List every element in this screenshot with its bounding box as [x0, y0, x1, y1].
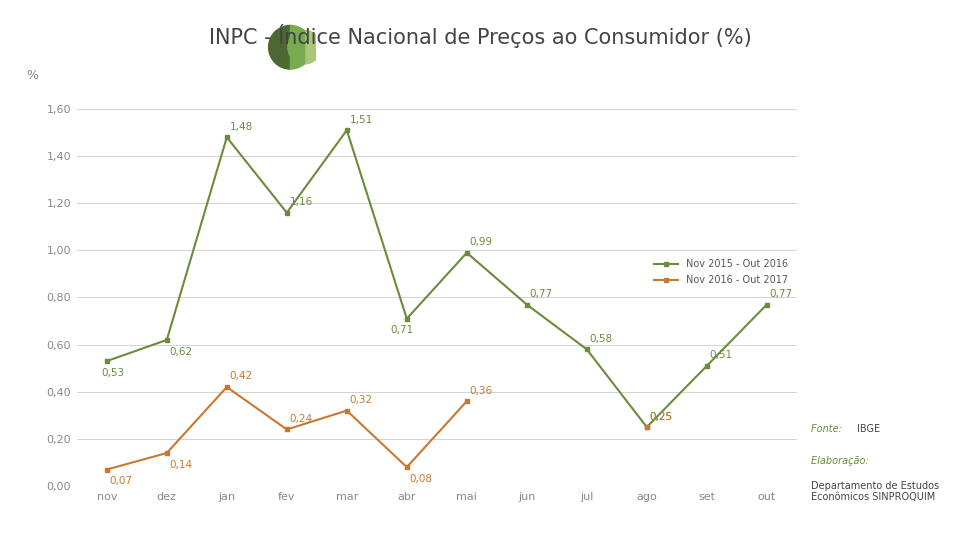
Text: INPC - Índice Nacional de Preços ao Consumidor (%): INPC - Índice Nacional de Preços ao Cons…: [208, 24, 752, 48]
Text: 0,53: 0,53: [101, 368, 125, 378]
Text: %: %: [26, 69, 38, 82]
Text: 0,51: 0,51: [709, 350, 732, 360]
Line: Nov 2015 - Out 2016: Nov 2015 - Out 2016: [105, 128, 769, 429]
Nov 2015 - Out 2016: [341, 127, 352, 133]
Nov 2015 - Out 2016: [401, 315, 413, 322]
Nov 2015 - Out 2016: [221, 134, 232, 140]
Nov 2015 - Out 2016: [101, 358, 112, 365]
Line: Nov 2016 - Out 2017: Nov 2016 - Out 2017: [105, 384, 469, 472]
Nov 2015 - Out 2016: [641, 424, 653, 430]
Text: 0,62: 0,62: [170, 347, 193, 356]
Nov 2015 - Out 2016: [281, 210, 293, 216]
Wedge shape: [288, 31, 304, 64]
Text: 0,07: 0,07: [109, 476, 132, 486]
Legend: Nov 2015 - Out 2016, Nov 2016 - Out 2017: Nov 2015 - Out 2016, Nov 2016 - Out 2017: [650, 255, 792, 289]
Nov 2015 - Out 2016: [761, 301, 773, 308]
Text: Elaboração:: Elaboração:: [811, 456, 872, 467]
Nov 2015 - Out 2016: [701, 362, 712, 369]
Nov 2016 - Out 2017: [101, 466, 112, 472]
Wedge shape: [304, 31, 322, 64]
Text: IBGE: IBGE: [857, 424, 880, 434]
Text: 0,71: 0,71: [390, 326, 413, 335]
Text: 0,24: 0,24: [290, 414, 313, 424]
Nov 2016 - Out 2017: [401, 464, 413, 470]
Text: Departamento de Estudos
Econômicos SINPROQUIM: Departamento de Estudos Econômicos SINPR…: [811, 481, 939, 502]
Text: 0,14: 0,14: [170, 460, 193, 470]
Text: Fonte:: Fonte:: [811, 424, 845, 434]
Nov 2016 - Out 2017: [221, 384, 232, 390]
Text: 1,48: 1,48: [229, 122, 252, 132]
Text: 0,77: 0,77: [770, 289, 793, 299]
Text: 0,25: 0,25: [650, 411, 673, 422]
Nov 2016 - Out 2017: [341, 407, 352, 414]
Nov 2015 - Out 2016: [581, 346, 592, 353]
Text: 0,99: 0,99: [469, 237, 492, 247]
Text: 1,51: 1,51: [349, 114, 372, 125]
Wedge shape: [291, 25, 312, 69]
Nov 2016 - Out 2017: [461, 398, 472, 404]
Text: 0,36: 0,36: [469, 386, 492, 396]
Nov 2015 - Out 2016: [521, 301, 533, 308]
Nov 2015 - Out 2016: [461, 249, 472, 256]
Text: 0,42: 0,42: [229, 372, 252, 381]
Nov 2015 - Out 2016: [161, 336, 173, 343]
Text: 0,08: 0,08: [410, 474, 433, 484]
Text: 1,16: 1,16: [290, 197, 313, 207]
Nov 2016 - Out 2017: [281, 426, 293, 433]
Nov 2016 - Out 2017: [161, 450, 173, 456]
Text: 0,32: 0,32: [349, 395, 372, 405]
Text: 0,77: 0,77: [530, 289, 553, 299]
Text: 0,58: 0,58: [589, 334, 612, 344]
Text: 0,25: 0,25: [650, 411, 673, 422]
Wedge shape: [269, 25, 291, 69]
